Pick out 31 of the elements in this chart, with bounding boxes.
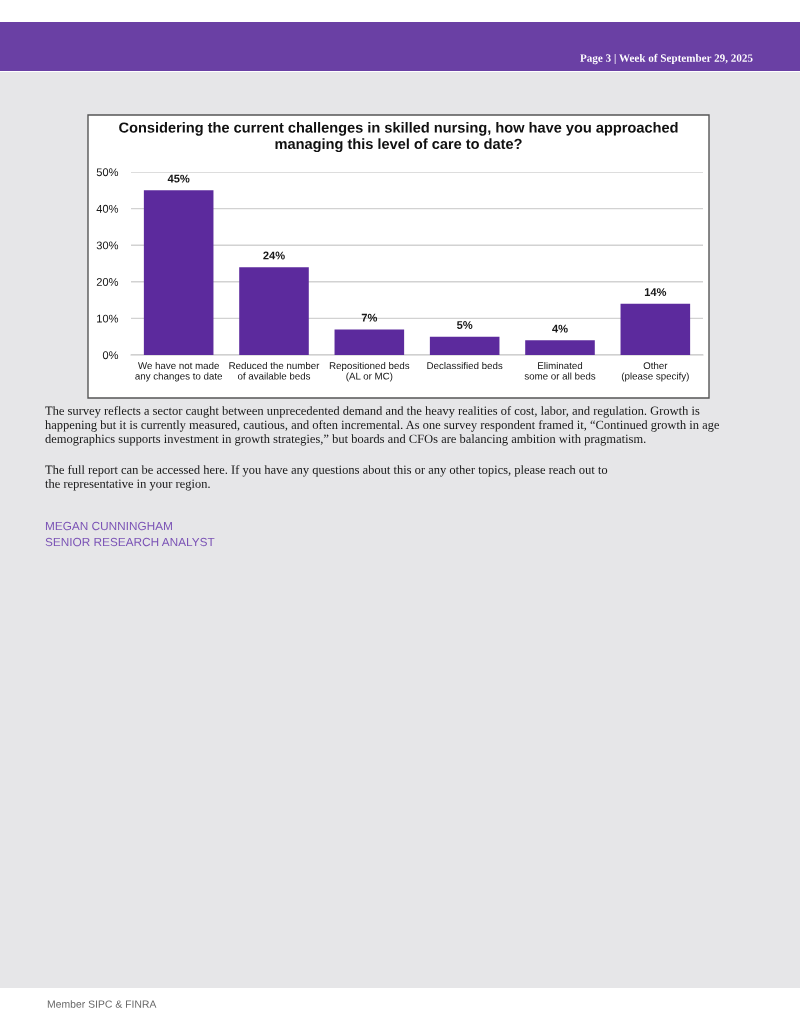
data-label: 14% xyxy=(644,288,667,296)
x-tick-label: Repositioned beds (AL or MC) xyxy=(329,361,410,382)
bar xyxy=(239,267,309,355)
x-tick-label: Reduced the number of available beds xyxy=(229,361,320,380)
x-tick-label: Other (please specify) xyxy=(621,361,689,382)
y-tick-label: 50% xyxy=(96,168,119,177)
x-tick-label: Declassified beds xyxy=(427,361,503,370)
bar xyxy=(334,329,405,355)
x-tick-label: We have not made any changes to date xyxy=(135,361,223,382)
bar xyxy=(429,336,500,355)
bar xyxy=(143,190,214,355)
text: Member SIPC & FINRA xyxy=(47,1000,157,1008)
text: The full report can be accessed here. If you have any questions about this or any other topics, please reach out to the representative in your region. xyxy=(45,465,608,491)
y-tick-label: 20% xyxy=(96,278,119,286)
y-tick-label: 0% xyxy=(102,351,119,360)
text: MEGAN CUNNINGHAM xyxy=(45,521,172,531)
data-label: 24% xyxy=(263,251,285,260)
y-tick-label: 30% xyxy=(96,241,119,250)
y-tick-label: 40% xyxy=(96,204,119,213)
x-tick-label: Eliminated some or all beds xyxy=(524,361,596,380)
y-tick-label: 10% xyxy=(97,314,119,323)
chart-title: Considering the current challenges in skilled nursing, how have you approached managing this level of care to date? xyxy=(119,122,678,152)
data-label: 45% xyxy=(167,174,190,183)
bar xyxy=(620,303,691,355)
bar xyxy=(525,340,595,355)
data-label: 5% xyxy=(456,321,473,329)
text: Page 3 | Week of September 29, 2025 xyxy=(580,53,753,65)
text: The survey reflects a sector caught between unprecedented demand and the heavy realities of cost, labor, and regulation. Growth is happening but it is currently measured, cautious, and often incremental. As one survey respondent framed it, “Continued growth in age demographics supports investment in growth strategies,” but boards and CFOs are balancing ambition with pragmatism. xyxy=(45,406,720,446)
data-label: 4% xyxy=(552,324,568,333)
data-label: 7% xyxy=(361,313,378,322)
text: SENIOR RESEARCH ANALYST xyxy=(45,537,215,547)
